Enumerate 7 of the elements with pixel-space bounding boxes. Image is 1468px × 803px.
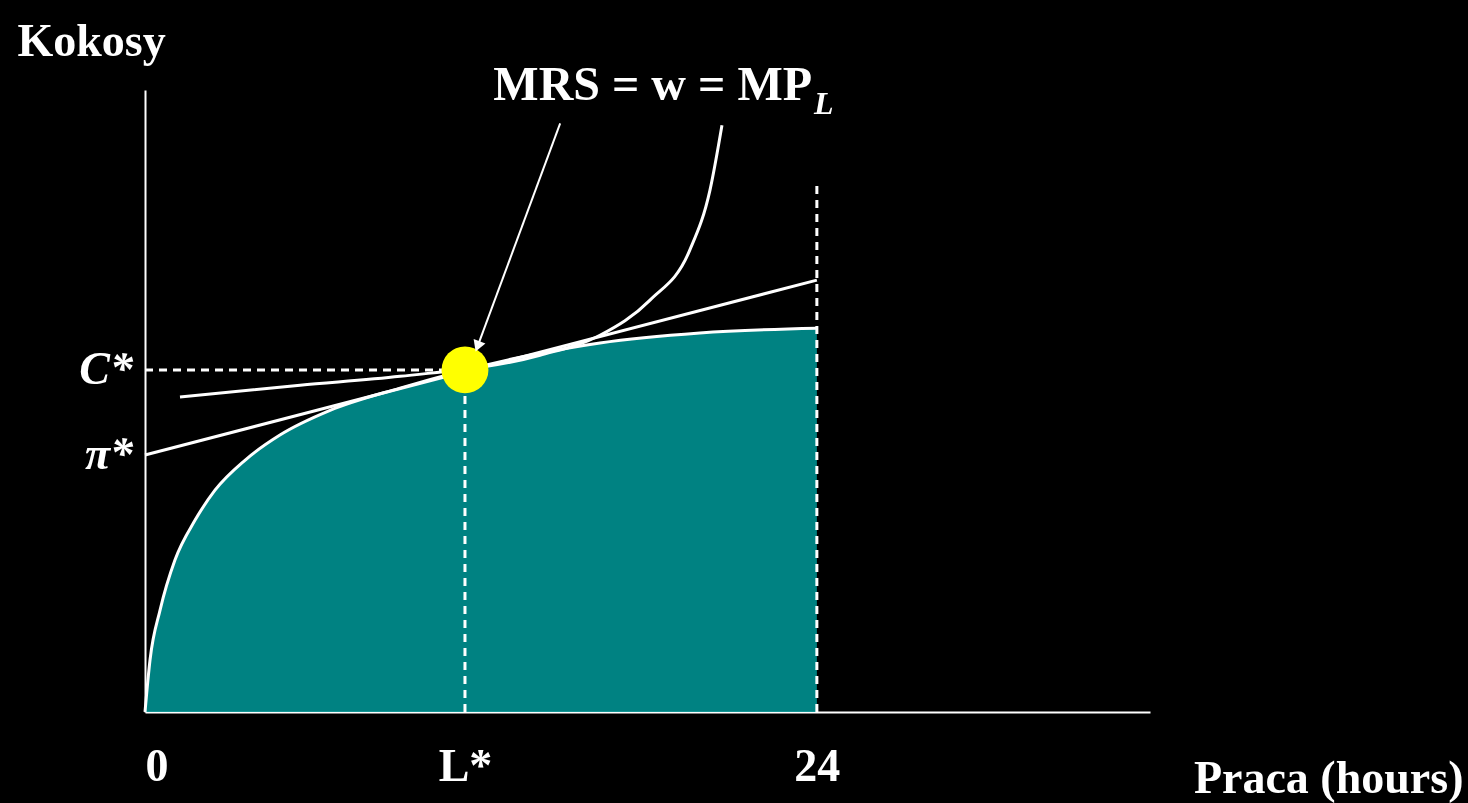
x-tick-label: L* <box>438 739 493 791</box>
x-tick-label: 24 <box>794 739 841 791</box>
annotation: C* <box>79 342 134 394</box>
y-axis-title: Kokosy <box>17 14 166 66</box>
x-tick-label: 0 <box>145 739 169 791</box>
annotation: π* <box>84 427 134 479</box>
x-axis-title: Praca (hours) <box>1193 751 1464 803</box>
